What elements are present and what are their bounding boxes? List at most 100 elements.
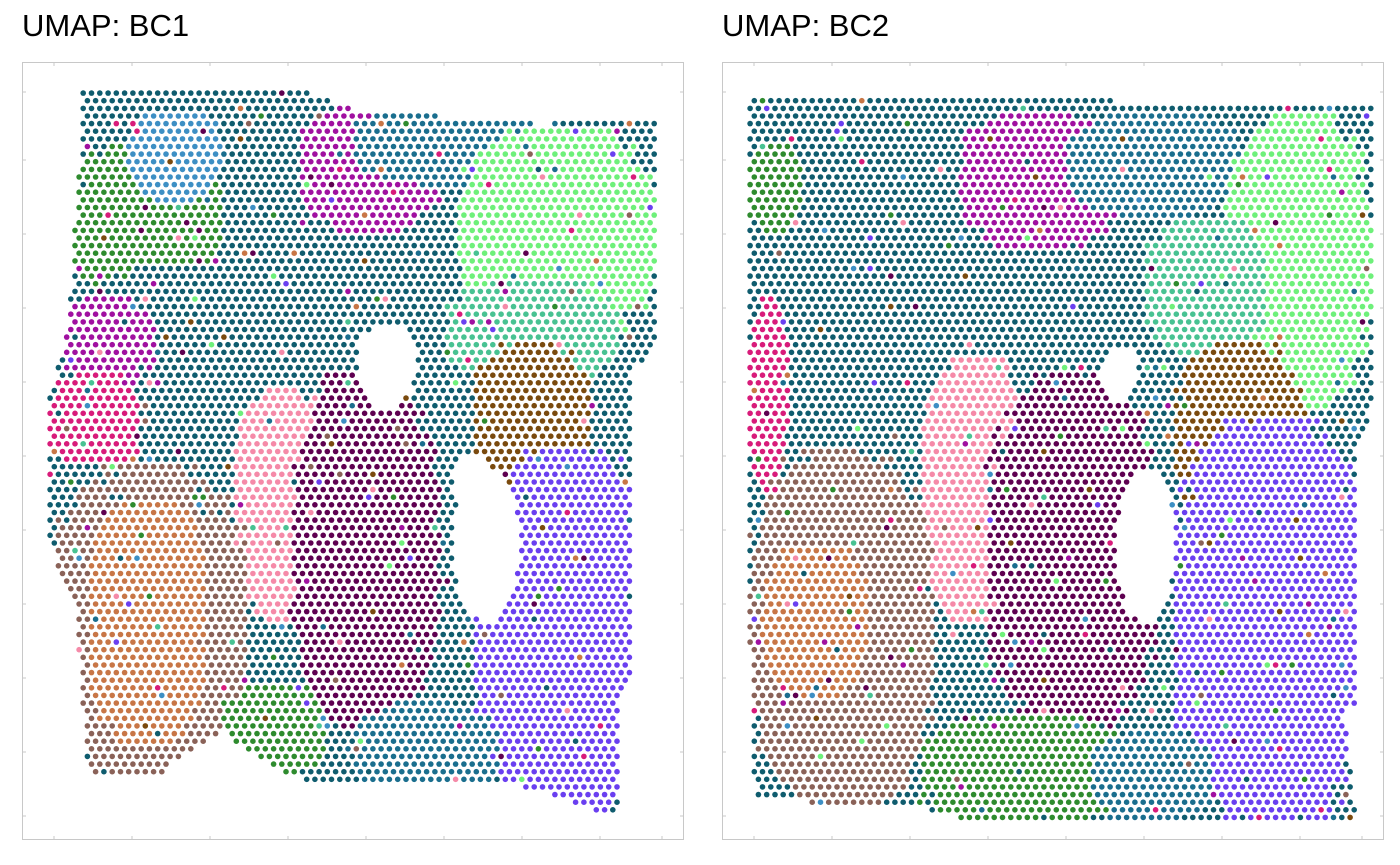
spot: [477, 319, 484, 325]
spot: [163, 273, 169, 279]
spot: [258, 570, 264, 577]
spot: [345, 441, 351, 447]
spot: [167, 601, 173, 607]
spot: [440, 616, 447, 622]
spot: [510, 181, 517, 188]
spot: [324, 235, 331, 241]
spot: [601, 380, 608, 386]
spot: [576, 120, 583, 127]
spot: [229, 151, 235, 157]
spot: [221, 517, 227, 523]
spot: [171, 654, 178, 661]
spot: [221, 639, 227, 645]
spot: [175, 448, 182, 455]
spot: [440, 646, 447, 653]
spot: [444, 273, 451, 279]
spot: [146, 608, 153, 615]
spot: [610, 151, 616, 157]
spot: [196, 273, 202, 279]
spot: [477, 441, 484, 447]
spot: [274, 235, 281, 241]
spot: [138, 410, 144, 417]
spot: [287, 319, 293, 325]
spot: [498, 646, 504, 653]
spot: [233, 158, 240, 165]
spot: [456, 158, 463, 165]
spot: [299, 189, 306, 195]
spot: [258, 174, 264, 180]
spot: [55, 395, 62, 401]
spot: [407, 280, 413, 287]
spot: [287, 593, 293, 600]
spot: [299, 387, 306, 394]
spot: [167, 616, 173, 622]
spot: [626, 593, 633, 600]
spot: [519, 547, 525, 554]
spot: [428, 578, 434, 584]
spot: [287, 151, 293, 157]
spot: [109, 631, 115, 638]
spot: [593, 197, 600, 203]
spot: [121, 90, 128, 96]
spot: [159, 631, 165, 638]
spot: [63, 410, 70, 417]
spot: [345, 639, 351, 645]
spot: [514, 158, 521, 165]
spot: [349, 265, 356, 272]
spot: [171, 425, 178, 432]
spot: [233, 372, 240, 379]
spot: [403, 593, 409, 600]
spot: [72, 547, 78, 554]
spot: [192, 463, 198, 470]
spot: [456, 387, 463, 394]
spot: [245, 517, 252, 523]
spot: [279, 197, 285, 203]
spot: [510, 242, 517, 249]
spot: [163, 319, 169, 325]
spot: [59, 494, 66, 501]
spot: [370, 654, 376, 661]
spot: [291, 235, 298, 241]
spot: [605, 585, 612, 592]
spot: [428, 608, 434, 615]
spot: [432, 646, 438, 653]
spot: [192, 585, 198, 592]
spot: [539, 570, 546, 577]
spot: [370, 288, 376, 295]
spot: [109, 524, 115, 531]
spot: [204, 90, 211, 96]
spot: [80, 334, 86, 340]
spot: [308, 174, 314, 180]
spot: [477, 334, 484, 340]
spot: [92, 174, 99, 180]
spot: [374, 631, 380, 638]
spot: [535, 227, 542, 234]
spot: [345, 120, 351, 127]
spot: [419, 441, 426, 447]
spot: [436, 532, 442, 539]
spot: [419, 319, 426, 325]
spot: [411, 303, 418, 310]
spot: [188, 608, 194, 615]
spot: [183, 585, 190, 592]
spot: [523, 601, 529, 607]
spot: [212, 517, 219, 523]
spot: [436, 441, 442, 447]
spot: [332, 326, 339, 333]
spot: [543, 136, 550, 142]
spot: [270, 563, 277, 569]
spot: [477, 197, 484, 203]
spot: [614, 433, 620, 440]
spot: [138, 547, 144, 554]
spot: [572, 265, 579, 272]
spot: [279, 334, 285, 340]
spot: [270, 212, 277, 218]
spot: [560, 425, 566, 432]
spot: [382, 540, 389, 546]
spot: [270, 181, 277, 188]
spot: [217, 402, 223, 409]
spot: [287, 349, 293, 356]
spot: [295, 593, 302, 600]
spot: [138, 242, 144, 249]
spot: [399, 250, 405, 256]
